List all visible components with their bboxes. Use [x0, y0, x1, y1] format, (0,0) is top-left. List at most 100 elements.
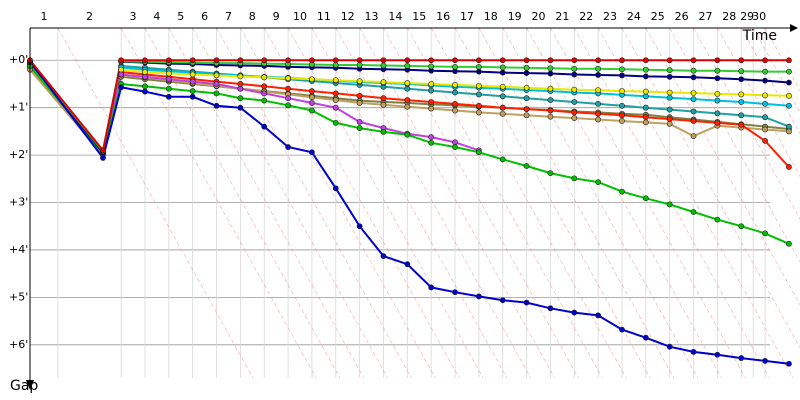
series-point	[523, 112, 530, 119]
x-tick-label: 16	[436, 10, 450, 23]
series-point	[690, 96, 697, 103]
x-tick-label: 26	[675, 10, 689, 23]
series-point	[332, 77, 339, 84]
series-point	[666, 57, 673, 64]
series-point	[404, 57, 411, 64]
series-point	[786, 128, 792, 135]
lap-line	[693, 28, 800, 220]
series-point	[786, 79, 792, 86]
x-tick-label: 25	[651, 10, 665, 23]
series-point	[642, 88, 649, 95]
series-point	[571, 57, 578, 64]
series-point	[213, 81, 220, 87]
lap-line	[717, 28, 800, 178]
series-point	[642, 93, 649, 100]
series-point	[595, 179, 602, 186]
series-point	[666, 89, 673, 96]
series-point	[165, 76, 172, 83]
series-point	[452, 100, 458, 107]
series-point	[762, 92, 768, 99]
series-point	[571, 99, 578, 105]
series-point	[237, 57, 244, 64]
series-point	[738, 121, 745, 128]
series-point	[619, 88, 625, 94]
series-point	[380, 101, 387, 108]
x-tick-label: 23	[603, 10, 617, 23]
series-point	[285, 75, 291, 82]
series-point	[452, 82, 458, 88]
series-point	[595, 87, 602, 94]
series-point	[165, 85, 172, 92]
series-point	[786, 57, 792, 64]
series-point	[547, 107, 554, 114]
series-point	[547, 85, 554, 92]
series-point	[595, 116, 602, 123]
series-point	[714, 110, 721, 117]
x-tick-label: 14	[388, 10, 402, 23]
series-point	[142, 83, 148, 90]
series-point	[332, 97, 339, 103]
series-point	[452, 63, 458, 70]
series-point	[690, 209, 697, 215]
series-point	[428, 87, 435, 94]
lap-line	[287, 28, 484, 378]
y-tick-label: +6'	[9, 338, 28, 351]
series-point	[523, 106, 530, 112]
series-point	[642, 334, 649, 341]
x-tick-label: 10	[293, 10, 307, 23]
series-point	[261, 74, 268, 81]
series-point	[452, 89, 458, 96]
series-point	[499, 93, 506, 100]
series-point	[475, 82, 482, 89]
series-point	[380, 62, 387, 69]
series-point	[523, 163, 530, 169]
series-point	[738, 91, 745, 98]
series-point	[237, 95, 244, 102]
series-point	[142, 57, 148, 64]
series-point	[332, 119, 339, 126]
lap-line	[144, 28, 341, 378]
series-point	[380, 57, 387, 64]
series-point	[786, 68, 792, 75]
series-point	[428, 105, 435, 112]
series-point	[475, 63, 482, 70]
series-point	[499, 110, 506, 117]
series-point	[762, 57, 768, 64]
series-point	[642, 73, 649, 80]
lap-line	[526, 28, 722, 378]
series-point	[690, 90, 697, 96]
series-point	[786, 164, 792, 170]
lap-line	[359, 28, 555, 378]
x-tick-label: 5	[177, 10, 184, 23]
series-point	[738, 355, 745, 361]
series-point	[595, 100, 602, 107]
series-point	[285, 85, 291, 92]
series-point	[309, 76, 315, 83]
y-tick-label: +1'	[9, 101, 28, 114]
series-point	[475, 293, 482, 300]
series-point	[380, 95, 387, 102]
series-point	[309, 107, 315, 114]
series-point	[332, 185, 339, 192]
series-point	[666, 73, 673, 80]
series-point	[404, 97, 411, 103]
series-point	[762, 68, 768, 75]
series-point	[786, 360, 792, 367]
lap-line	[752, 28, 800, 113]
series-point	[786, 240, 792, 247]
x-tick-label: 21	[555, 10, 569, 23]
x-tick-label: 12	[341, 10, 355, 23]
series-point	[666, 120, 673, 127]
series-point	[738, 76, 745, 83]
series-point	[523, 95, 530, 102]
series-point	[332, 57, 339, 64]
series-point	[666, 201, 673, 208]
series-point	[571, 71, 578, 78]
x-tick-label: 2	[86, 10, 93, 23]
series-point	[332, 104, 339, 111]
x-tick-label: 6	[201, 10, 208, 23]
series-point	[642, 104, 649, 111]
series-point	[690, 74, 697, 81]
series-point	[213, 72, 220, 79]
series-point	[690, 57, 697, 64]
